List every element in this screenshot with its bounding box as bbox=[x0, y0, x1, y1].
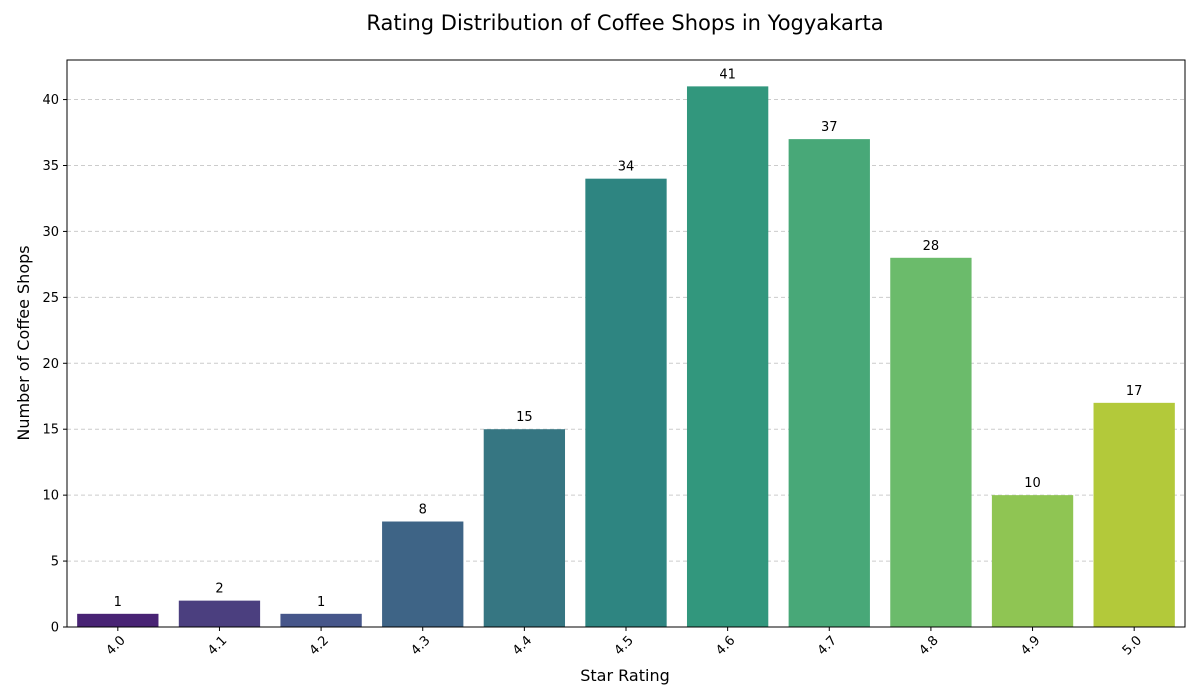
x-tick-label: 4.9 bbox=[1018, 633, 1043, 658]
y-axis-ticks: 0 5 10 15 20 25 30 35 40 bbox=[42, 93, 67, 636]
bar-4-5 bbox=[585, 178, 667, 627]
bar-value-label: 1 bbox=[114, 595, 122, 610]
x-tick-label: 5.0 bbox=[1120, 633, 1145, 658]
x-tick-label: 4.3 bbox=[408, 633, 433, 658]
bar-4-8 bbox=[890, 257, 972, 627]
bar-value-label: 2 bbox=[215, 582, 223, 597]
bar-value-label: 15 bbox=[516, 410, 533, 425]
bar-value-label: 28 bbox=[923, 239, 940, 254]
y-tick-label: 40 bbox=[42, 93, 59, 108]
x-axis-label: Star Rating bbox=[580, 666, 669, 685]
y-tick-label: 20 bbox=[42, 357, 59, 372]
bar-value-label: 1 bbox=[317, 595, 325, 610]
bar-4-0 bbox=[77, 613, 159, 627]
bar-4-9 bbox=[991, 495, 1074, 627]
bar-4-7 bbox=[788, 139, 870, 627]
bar-value-label: 8 bbox=[419, 503, 427, 518]
bar-4-3 bbox=[382, 521, 464, 627]
y-tick-label: 5 bbox=[51, 555, 59, 570]
bar-5-0 bbox=[1093, 402, 1175, 627]
y-tick-label: 10 bbox=[42, 489, 59, 504]
x-tick-label: 4.8 bbox=[917, 633, 942, 658]
bars bbox=[77, 86, 1175, 628]
bar-value-label: 34 bbox=[618, 160, 635, 175]
x-tick-label: 4.7 bbox=[815, 633, 840, 658]
x-tick-label: 4.0 bbox=[103, 633, 128, 658]
chart-title: Rating Distribution of Coffee Shops in Y… bbox=[366, 11, 883, 35]
bar-4-2 bbox=[280, 613, 362, 627]
y-tick-label: 15 bbox=[42, 423, 59, 438]
bar-value-label: 17 bbox=[1126, 384, 1143, 399]
bar-4-6 bbox=[686, 86, 769, 628]
y-tick-label: 25 bbox=[42, 291, 59, 306]
bar-value-label: 41 bbox=[719, 67, 736, 82]
x-tick-label: 4.1 bbox=[205, 633, 230, 658]
y-tick-label: 30 bbox=[42, 225, 59, 240]
x-tick-label: 4.2 bbox=[307, 633, 332, 658]
bar-value-label: 37 bbox=[821, 120, 838, 135]
bar-4-1 bbox=[178, 600, 261, 627]
y-axis-label: Number of Coffee Shops bbox=[14, 245, 33, 440]
bar-value-labels: 1 2 1 8 15 34 41 37 28 10 17 bbox=[114, 67, 1143, 609]
x-tick-label: 4.6 bbox=[713, 633, 738, 658]
bar-4-4 bbox=[483, 429, 566, 627]
y-tick-label: 0 bbox=[51, 621, 59, 636]
bar-value-label: 10 bbox=[1024, 476, 1041, 491]
x-tick-label: 4.5 bbox=[612, 633, 637, 658]
x-tick-label: 4.4 bbox=[510, 633, 535, 658]
x-axis-ticks: 4.0 4.1 4.2 4.3 4.4 4.5 4.6 4.7 4.8 4.9 5.0 bbox=[103, 627, 1145, 658]
y-tick-label: 35 bbox=[42, 159, 59, 174]
